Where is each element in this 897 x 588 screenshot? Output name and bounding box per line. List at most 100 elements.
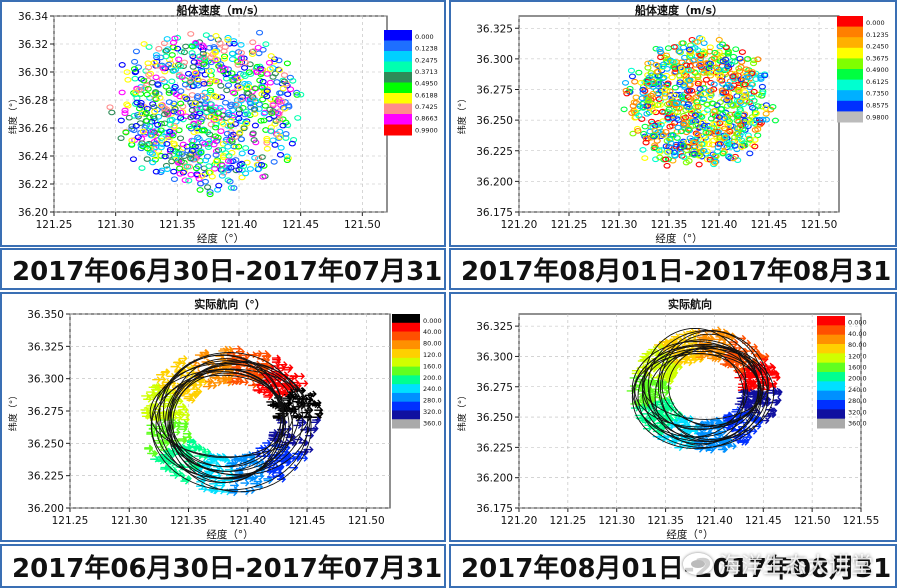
- track-point: [271, 70, 279, 77]
- track-point: [240, 125, 248, 132]
- track-line: [150, 360, 309, 491]
- track-point: [181, 81, 189, 88]
- track-point: [122, 129, 130, 136]
- track-point: [255, 106, 263, 112]
- track-point: [248, 51, 256, 57]
- legend-swatch: [384, 51, 412, 62]
- track-point: [208, 107, 216, 114]
- heading-arrow: [703, 335, 713, 343]
- track-point: [157, 127, 165, 134]
- legend-label: 280.0: [423, 397, 442, 405]
- track-point: [702, 129, 710, 136]
- track-point: [742, 66, 750, 73]
- track-point: [705, 129, 713, 136]
- heading-arrow: [293, 413, 303, 420]
- legend-label: 0.1238: [415, 45, 438, 53]
- heading-arrow: [161, 368, 171, 376]
- heading-arrow: [144, 444, 154, 452]
- track-point: [698, 114, 706, 120]
- heading-arrow: [180, 416, 190, 424]
- track-point: [263, 93, 271, 100]
- track-point: [152, 74, 160, 81]
- track-point: [623, 90, 631, 97]
- track-point: [716, 76, 724, 83]
- track-point: [229, 89, 237, 96]
- track-point: [173, 45, 182, 52]
- track-point: [211, 48, 219, 55]
- x-tick-label: 121.30: [598, 515, 635, 527]
- track-point: [640, 130, 648, 137]
- heading-arrow: [772, 396, 782, 404]
- watermark: 海洋生态大讲堂: [682, 548, 873, 580]
- track-point: [283, 153, 291, 160]
- track-point: [181, 177, 189, 184]
- track-point: [235, 110, 243, 117]
- track-point: [128, 137, 136, 144]
- track-point: [674, 124, 682, 131]
- legend-swatch: [817, 390, 845, 401]
- track-point: [272, 118, 280, 124]
- track-point: [263, 145, 271, 152]
- track-point: [276, 151, 285, 158]
- track-point: [738, 137, 746, 144]
- legend-label: 0.000: [423, 317, 442, 325]
- track-point: [715, 114, 724, 120]
- heading-arrow: [187, 438, 197, 446]
- track-point: [710, 108, 718, 114]
- chart-panel-speed-aug: 121.20 121.25 121.30 121.35 121.40 121.45 121.…: [449, 0, 897, 247]
- track-point: [180, 49, 188, 56]
- heading-arrow: [147, 449, 157, 457]
- track-point: [680, 120, 688, 127]
- track-point: [259, 173, 267, 180]
- x-tick-label: 121.25: [36, 219, 73, 231]
- legend-swatch: [817, 316, 845, 326]
- legend-label: 160.0: [848, 364, 867, 372]
- track-point: [228, 70, 236, 77]
- track-point: [733, 117, 741, 124]
- track-point: [237, 96, 245, 103]
- x-tick-label: 121.40: [221, 219, 258, 231]
- track-point: [720, 115, 728, 122]
- heading-arrow: [282, 366, 292, 374]
- x-axis-label: 经度（°）: [197, 232, 244, 245]
- track-point: [179, 103, 187, 110]
- heading-arrow: [230, 481, 240, 489]
- track-point: [194, 76, 202, 83]
- track-point: [735, 65, 743, 72]
- track-point: [118, 62, 126, 68]
- track-point: [238, 174, 246, 181]
- track-point: [656, 154, 664, 161]
- track-point: [263, 139, 271, 146]
- track-point: [676, 79, 684, 86]
- track-point: [275, 57, 283, 64]
- track-point: [144, 145, 152, 152]
- x-tick-label: 121.45: [289, 515, 326, 527]
- track-point: [243, 120, 251, 127]
- track-point: [155, 45, 163, 52]
- track-point: [688, 111, 696, 117]
- track-point: [251, 97, 260, 104]
- track-point: [197, 149, 205, 156]
- track-point: [636, 103, 644, 110]
- track-point: [177, 100, 185, 107]
- track-point: [725, 153, 733, 159]
- track-point: [157, 135, 165, 141]
- heading-arrow: [678, 358, 688, 366]
- legend-label: 0.8575: [866, 102, 889, 110]
- x-tick-label: 121.50: [348, 515, 385, 527]
- heading-arrow: [141, 392, 151, 400]
- track-point: [191, 156, 199, 163]
- track-point: [159, 65, 167, 71]
- track-point: [247, 149, 255, 155]
- track-point: [218, 146, 227, 153]
- track-point: [694, 103, 702, 110]
- legend-swatch: [392, 366, 420, 376]
- track-point: [144, 60, 152, 67]
- x-tick-label: 121.25: [551, 219, 588, 231]
- watermark-text: 海洋生态大讲堂: [718, 554, 873, 579]
- track-point: [672, 100, 680, 107]
- heading-arrow: [639, 353, 649, 361]
- track-point: [225, 165, 233, 172]
- track-point: [241, 119, 250, 126]
- track-point: [629, 103, 637, 109]
